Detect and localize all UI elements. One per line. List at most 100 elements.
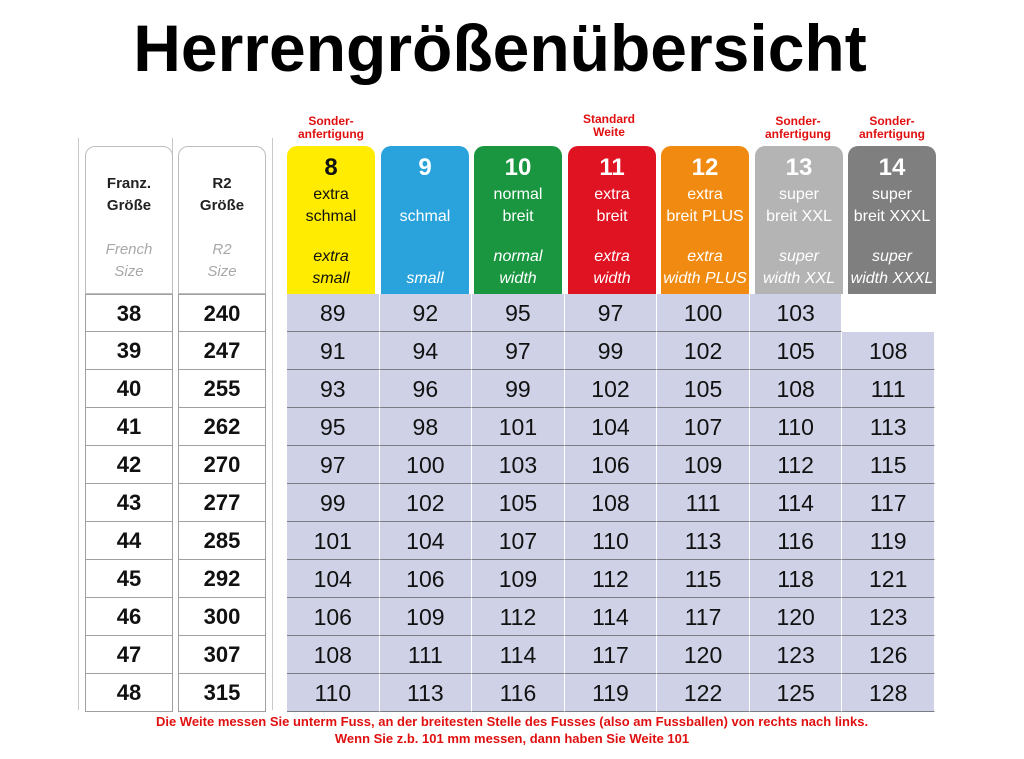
width-number: 10 [504, 154, 532, 181]
header-label: Franz. [106, 175, 152, 192]
table-cell: 93 [287, 370, 380, 408]
table-cell: 114 [472, 636, 565, 674]
table-cell: 106 [564, 446, 658, 484]
table-cell: 109 [379, 598, 473, 636]
table-cell: 106 [287, 598, 380, 636]
width-label-de: schmal [399, 208, 451, 225]
width-label-de: normal [493, 186, 543, 203]
table-cell: 111 [379, 636, 473, 674]
width-number: 14 [878, 154, 906, 181]
table-cell: 95 [472, 294, 565, 332]
table-cell: 107 [472, 522, 565, 560]
table-cell: 101 [472, 408, 565, 446]
table-cell: 112 [472, 598, 565, 636]
table-cell: 108 [749, 370, 843, 408]
header-label: Größe [106, 197, 152, 214]
table-cell: 108 [842, 332, 935, 370]
table-cell: 103 [472, 446, 565, 484]
width-label-de: extra [687, 186, 723, 203]
table-cell: 116 [749, 522, 843, 560]
table-cell: 97 [564, 294, 658, 332]
width-number: 13 [785, 154, 813, 181]
table-cell: 125 [749, 674, 843, 712]
table-cell: 105 [472, 484, 565, 522]
table-cell: 99 [472, 370, 565, 408]
table-cell: 106 [379, 560, 473, 598]
table-cell: 108 [287, 636, 380, 674]
page-title: Herrengrößenübersicht [133, 11, 867, 85]
width-label-de [381, 184, 469, 206]
table-cell [842, 294, 935, 332]
width-label-en-line: super [778, 248, 820, 265]
width-label-en-line: small [312, 270, 350, 287]
divider [272, 138, 273, 710]
table-cell: 99 [287, 484, 380, 522]
divider [78, 138, 79, 710]
r2_sizes-cell: 255 [178, 370, 266, 408]
table-cell: 126 [842, 636, 935, 674]
width-label-en-line: normal [493, 248, 543, 265]
table-cell: 114 [749, 484, 843, 522]
table-cell: 123 [842, 598, 935, 636]
table-cell: 120 [749, 598, 843, 636]
table-cell: 104 [379, 522, 473, 560]
table-cell: 121 [842, 560, 935, 598]
table-cell: 105 [749, 332, 843, 370]
table-cell: 118 [749, 560, 843, 598]
note-line: anfertigung [765, 127, 831, 141]
table-cell: 97 [287, 446, 380, 484]
header-label-en: R2 [212, 241, 232, 258]
width-label-en-line: width [593, 270, 631, 287]
width-label-en-line: width [499, 270, 537, 287]
width-label-en-line [381, 246, 469, 268]
r2_sizes-cell: 315 [178, 674, 266, 712]
header-label: Größe [199, 197, 245, 214]
r2_sizes-cell: 292 [178, 560, 266, 598]
french_sizes-cell: 48 [85, 674, 173, 712]
width-number: 8 [324, 154, 338, 181]
french_sizes-cell: 40 [85, 370, 173, 408]
r2_sizes-cell: 307 [178, 636, 266, 674]
french_sizes-cell: 39 [85, 332, 173, 370]
table-cell: 117 [564, 636, 658, 674]
note-special-order-14: Sonder- anfertigung [843, 115, 941, 141]
french_sizes-cell: 44 [85, 522, 173, 560]
table-cell: 104 [287, 560, 380, 598]
width-number: 12 [691, 154, 719, 181]
header-label-en: Size [114, 263, 144, 280]
width-label-en-line: width XXL [762, 270, 836, 287]
width-label-en-line: super [871, 248, 913, 265]
table-cell: 110 [564, 522, 658, 560]
table-cell: 102 [379, 484, 473, 522]
note-line: Weite [593, 125, 625, 139]
width-label-en-line: width PLUS [663, 270, 747, 287]
note-line: Standard [582, 112, 635, 126]
note-line: anfertigung [859, 127, 925, 141]
table-cell: 101 [287, 522, 380, 560]
table-cell: 105 [657, 370, 750, 408]
table-cell: 99 [564, 332, 658, 370]
table-cell: 120 [657, 636, 750, 674]
table-cell: 92 [379, 294, 473, 332]
table-cell: 103 [749, 294, 843, 332]
width-header-14: 14 super breit XXXL super width XXXL [848, 146, 936, 294]
width-label-de: extra [313, 186, 349, 203]
width-label-en: super width XXL [755, 246, 843, 290]
note-line: Sonder- [308, 114, 354, 128]
r2_sizes-cell: 285 [178, 522, 266, 560]
r2_sizes-cell: 277 [178, 484, 266, 522]
table-cell: 112 [564, 560, 658, 598]
table-cell: 102 [564, 370, 658, 408]
r2_sizes-cell: 247 [178, 332, 266, 370]
width-label-de: super [778, 186, 820, 203]
table-cell: 109 [472, 560, 565, 598]
width-label-de: super [871, 186, 913, 203]
width-label-de: extra [594, 186, 630, 203]
width-label-en: extra small [287, 246, 375, 290]
table-cell: 113 [379, 674, 473, 712]
table-cell: 112 [749, 446, 843, 484]
table-cell: 119 [842, 522, 935, 560]
table-cell: 110 [749, 408, 843, 446]
table-cell: 96 [379, 370, 473, 408]
width-header-9: 9 schmal small [381, 146, 469, 294]
